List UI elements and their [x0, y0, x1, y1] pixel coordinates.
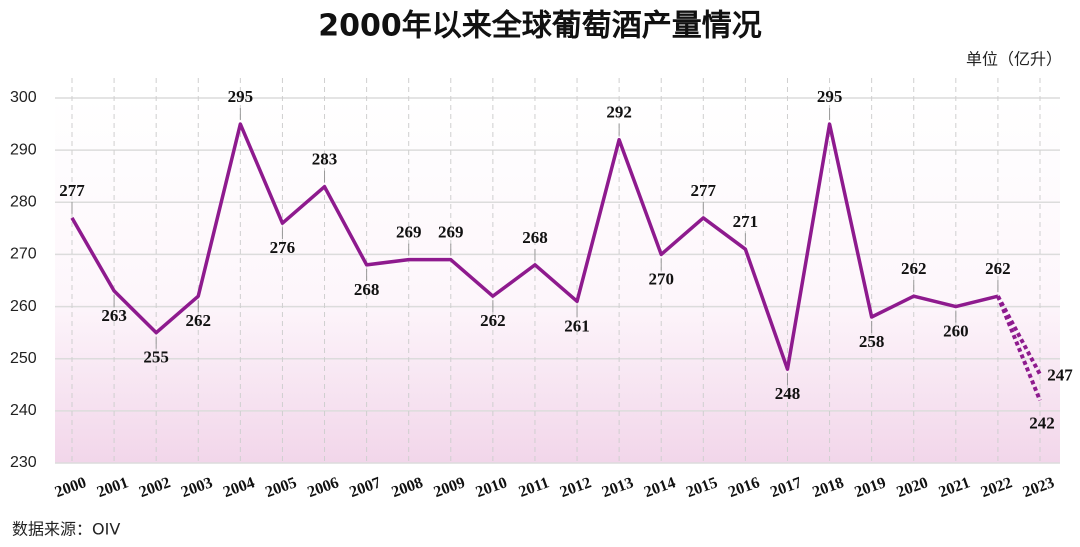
- data-line: [70, 122, 999, 371]
- data-label: 258: [859, 332, 885, 351]
- data-label: 269: [438, 223, 464, 242]
- x-tick-label: 2017: [768, 474, 804, 501]
- marks: 277 263 255 262 295 276 283 268 269 269 262 268 261 2…: [59, 87, 1073, 432]
- y-tick-label: 300: [10, 89, 37, 106]
- x-tick-label: 2023: [1021, 474, 1057, 501]
- data-label: 255: [143, 348, 169, 367]
- x-tick-label: 2009: [432, 474, 468, 501]
- x-tick-label: 2004: [221, 474, 257, 501]
- chart-title: 2000年以来全球葡萄酒产量情况: [318, 9, 762, 44]
- data-line: [996, 295, 1042, 402]
- x-tick-label: 2006: [305, 474, 341, 501]
- x-tick-label: 2003: [179, 474, 215, 501]
- data-label: 248: [775, 384, 801, 403]
- unit-label: 单位（亿升）: [966, 50, 1062, 69]
- data-label: 271: [733, 212, 759, 231]
- x-tick-label: 2022: [979, 474, 1015, 501]
- data-label: 269: [396, 223, 422, 242]
- data-label: 277: [59, 181, 85, 200]
- data-label: 262: [480, 311, 506, 330]
- y-tick-label: 240: [10, 402, 37, 419]
- data-label: 263: [101, 306, 127, 325]
- data-label: 292: [606, 103, 632, 122]
- x-tick-label: 2018: [810, 474, 846, 501]
- data-label: 276: [270, 238, 296, 257]
- data-label: 242: [1029, 413, 1055, 432]
- data-label: 295: [817, 87, 843, 106]
- x-tick-label: 2013: [600, 474, 636, 501]
- x-tick-label: 2020: [894, 474, 930, 501]
- data-label: 270: [648, 269, 674, 288]
- x-tick-label: 2007: [347, 474, 383, 501]
- x-tick-label: 2015: [684, 474, 720, 501]
- plot-background: [55, 98, 1060, 463]
- x-tick-label: 2016: [726, 474, 762, 501]
- data-label: 295: [228, 87, 254, 106]
- data-label: 247: [1047, 365, 1073, 384]
- data-label: 261: [564, 316, 590, 335]
- x-tick-label: 2014: [642, 474, 678, 501]
- x-tick-label: 2002: [137, 474, 173, 501]
- x-tick-label: 2010: [474, 474, 510, 501]
- x-tick-label: 2001: [95, 474, 131, 501]
- data-label: 262: [186, 311, 212, 330]
- x-tick-label: 2008: [389, 474, 425, 501]
- data-label: 277: [691, 181, 717, 200]
- y-tick-label: 250: [10, 350, 37, 367]
- x-tick-label: 2000: [53, 474, 89, 501]
- source: 数据来源：OIV: [12, 520, 120, 539]
- data-label: 262: [985, 259, 1011, 278]
- x-tick-label: 2021: [937, 474, 973, 501]
- y-tick-label: 280: [10, 194, 37, 211]
- data-label: 268: [354, 280, 380, 299]
- data-label: 283: [312, 150, 338, 169]
- data-label: 262: [901, 259, 927, 278]
- x-tick-label: 2005: [263, 474, 299, 501]
- y-tick-label: 230: [10, 454, 37, 471]
- x-tick-label: 2011: [517, 474, 552, 501]
- y-tick-label: 260: [10, 298, 37, 315]
- x-tick-label: 2012: [558, 474, 594, 501]
- data-label: 268: [522, 228, 548, 247]
- y-tick-label: 270: [10, 246, 37, 263]
- data-label: 260: [943, 321, 969, 340]
- x-tick-label: 2019: [852, 474, 888, 501]
- y-tick-label: 290: [10, 141, 37, 158]
